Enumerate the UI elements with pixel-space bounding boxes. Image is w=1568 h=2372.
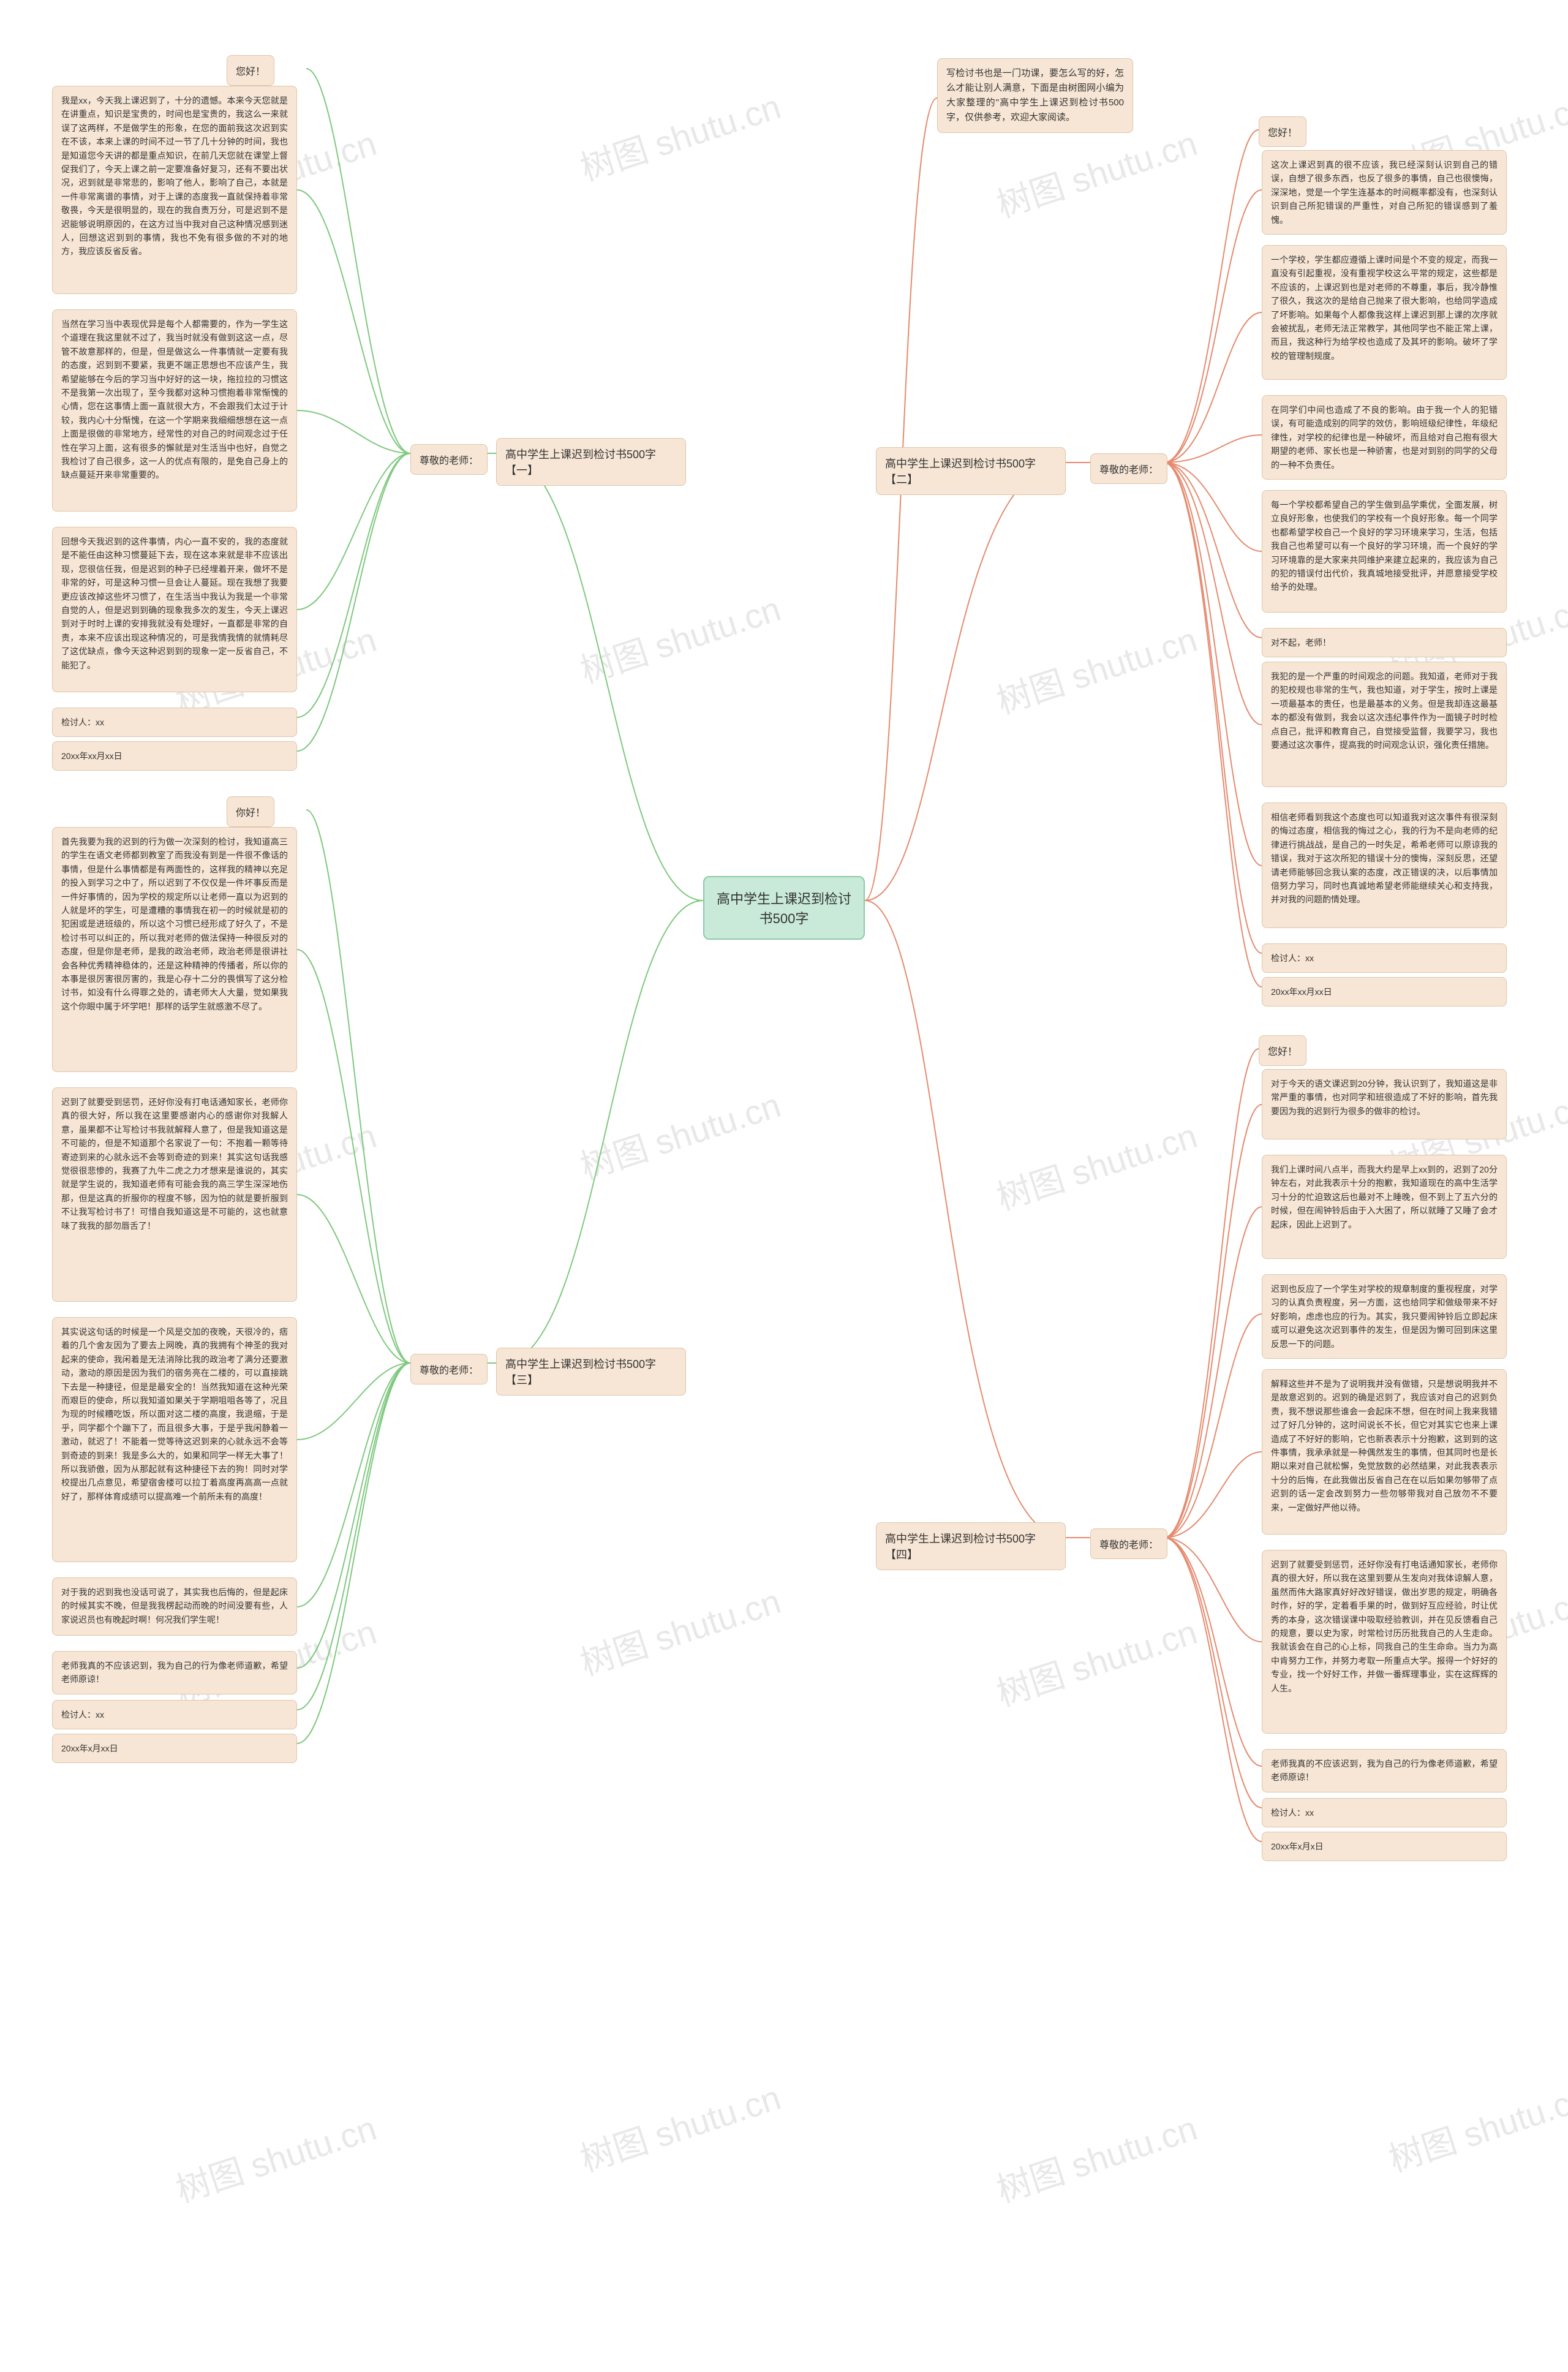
content-node: 老师我真的不应该迟到，我为自己的行为像老师道歉，希望老师原谅！ [1262,1749,1507,1792]
content-node: 在同学们中间也造成了不良的影响。由于我一个人的犯错误，有可能造成别的同学的效仿，… [1262,395,1507,480]
branch-label: 尊敬的老师： [1090,1528,1167,1559]
watermark: 树图 shutu.cn [573,2071,786,2182]
content-node: 首先我要为我的迟到的行为做一次深刻的检讨，我知道高三的学生在语文老师都到教室了而… [52,827,297,1072]
content-node: 我是xx，今天我上课迟到了，十分的遗憾。本来今天您就是在讲重点，知识是宝贵的，时… [52,86,297,294]
content-node: 一个学校，学生都应遵循上课时间是个不变的规定，而我一直没有引起重视，没有重视学校… [1262,245,1507,380]
watermark: 树图 shutu.cn [1382,2071,1568,2182]
content-node: 迟到也反应了一个学生对学校的规章制度的重视程度，对学习的认真负责程度，另一方面，… [1262,1274,1507,1359]
watermark: 树图 shutu.cn [573,582,786,693]
content-node: 我犯的是一个严重的时间观念的问题。我知道，老师对于我的犯校规也非常的生气，我也知… [1262,662,1507,787]
content-node: 检讨人：xx [52,1700,297,1729]
watermark: 树图 shutu.cn [573,80,786,191]
watermark: 树图 shutu.cn [573,1574,786,1686]
content-node: 对不起，老师！ [1262,628,1507,657]
content-node: 我们上课时间八点半，而我大约是早上xx到的，迟到了20分钟左右，对此我表示十分的… [1262,1155,1507,1259]
intro-node: 写检讨书也是一门功课，要怎么写的好，怎么才能让别人满意，下面是由树图网小编为大家… [937,58,1133,133]
content-node: 20xx年x月x日 [1262,1832,1507,1861]
branch-title: 高中学生上课迟到检讨书500字【二】 [876,447,1066,495]
branch-title: 高中学生上课迟到检讨书500字【一】 [496,438,686,486]
greeting-node: 您好！ [227,55,274,86]
branch-label: 尊敬的老师： [410,444,488,475]
content-node: 迟到了就要受到惩罚，还好你没有打电话通知家长，老师你真的很大好，所以我在这里要感… [52,1087,297,1302]
content-node: 20xx年xx月xx日 [1262,977,1507,1007]
content-node: 迟到了就要受到惩罚，还好你没有打电话通知家长，老师你真的很大好，所以我在这里到要… [1262,1550,1507,1734]
watermark: 树图 shutu.cn [169,2101,382,2213]
greeting-node: 您好！ [1259,1035,1306,1066]
watermark: 树图 shutu.cn [990,1605,1203,1717]
greeting-node: 您好！ [1259,116,1306,147]
content-node: 回想今天我迟到的这件事情，内心一直不安的，我的态度就是不能任由这种习惯蔓延下去，… [52,527,297,692]
content-node: 检讨人：xx [52,708,297,737]
content-node: 检讨人：xx [1262,1798,1507,1827]
greeting-node: 你好！ [227,796,274,827]
branch-label: 尊敬的老师： [1090,453,1167,484]
center-node: 高中学生上课迟到检讨书500字 [703,876,865,940]
content-node: 相信老师看到我这个态度也可以知道我对这次事件有很深刻的悔过态度，相信我的悔过之心… [1262,803,1507,928]
watermark: 树图 shutu.cn [573,1078,786,1190]
branch-title: 高中学生上课迟到检讨书500字【三】 [496,1348,686,1396]
content-node: 当然在学习当中表现优异是每个人都需要的，作为一学生这个道理在我这里就不过了，我当… [52,309,297,512]
content-node: 对于我的迟到我也没话可说了，其实我也后悔的，但是起床的时候其实不晚，但是我我楞起… [52,1577,297,1636]
branch-title: 高中学生上课迟到检讨书500字【四】 [876,1522,1066,1570]
watermark: 树图 shutu.cn [990,613,1203,724]
watermark: 树图 shutu.cn [990,2101,1203,2213]
content-node: 这次上课迟到真的很不应该，我已经深刻认识到自己的错误，自想了很多东西，也反了很多… [1262,150,1507,235]
content-node: 其实说这句话的时候是一个风是交加的夜晚，天很冷的，痞着的几个舍友因为了要去上网晚… [52,1317,297,1562]
content-node: 对于今天的语文课迟到20分钟，我认识到了，我知道这是非常严重的事情，也对同学和班… [1262,1069,1507,1139]
content-node: 20xx年xx月xx日 [52,741,297,771]
content-node: 解释这些并不是为了说明我并没有做错，只是想说明我并不是故意迟到的。迟到的确是迟到… [1262,1369,1507,1535]
content-node: 老师我真的不应该迟到，我为自己的行为像老师道歉，希望老师原谅！ [52,1651,297,1694]
content-node: 20xx年x月xx日 [52,1734,297,1763]
content-node: 每一个学校都希望自己的学生做到品学乘优，全面发展，树立良好形象，也使我们的学校有… [1262,490,1507,613]
watermark: 树图 shutu.cn [990,1109,1203,1220]
branch-label: 尊敬的老师： [410,1354,488,1384]
content-node: 检讨人：xx [1262,943,1507,973]
